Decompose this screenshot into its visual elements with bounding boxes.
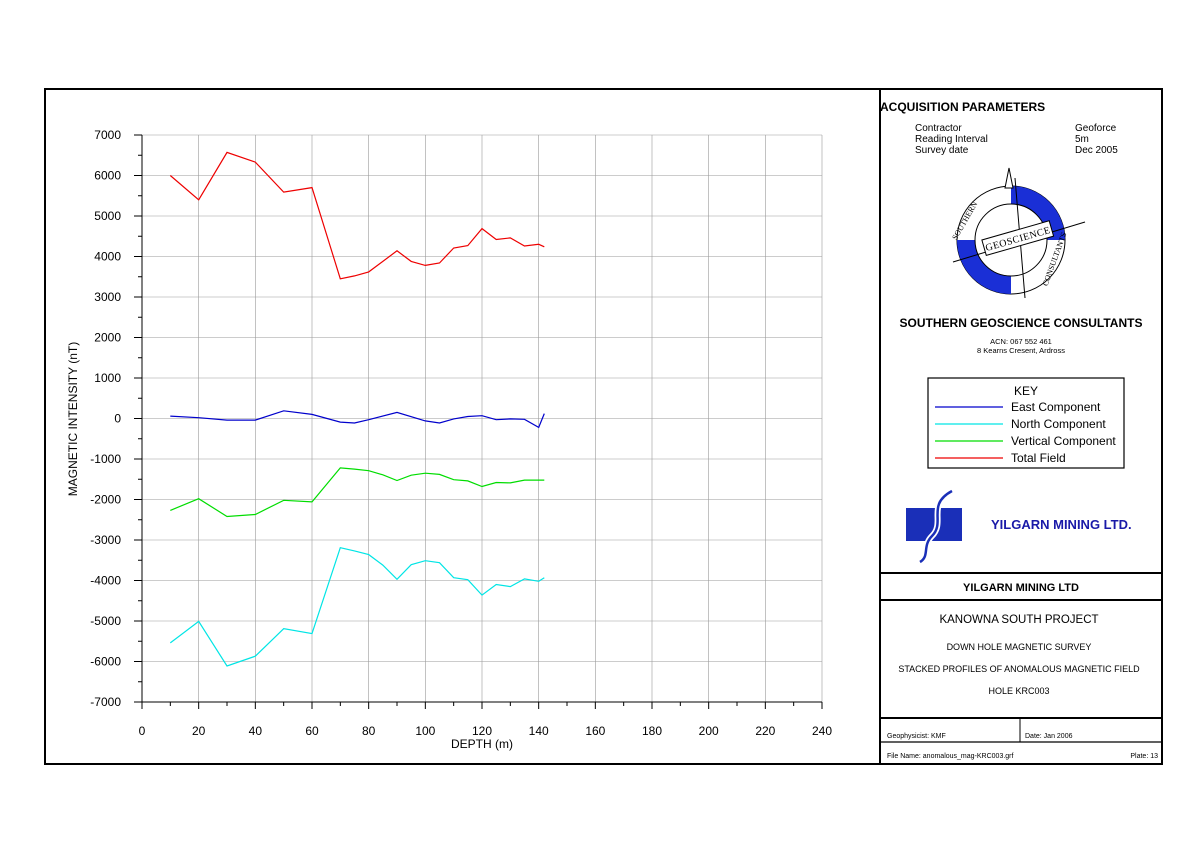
series-line-east-component	[170, 410, 545, 429]
company-name: SOUTHERN GEOSCIENCE CONSULTANTS	[899, 316, 1143, 330]
y-tick-label: 5000	[94, 209, 121, 223]
north-arrow-icon	[1004, 167, 1014, 189]
x-tick-label: 140	[529, 724, 549, 738]
geophysicist: Geophysicist: KMF	[887, 733, 946, 740]
yilgarn-logo	[906, 488, 962, 565]
key-label-east: East Component	[1011, 400, 1101, 414]
series-line-north-component	[169, 546, 545, 667]
x-tick-label: 240	[812, 724, 832, 738]
y-tick-label: 6000	[94, 169, 121, 183]
key-label-vertical: Vertical Component	[1011, 434, 1116, 448]
x-tick-label: 180	[642, 724, 662, 738]
acquisition-title: ACQUISITION PARAMETERS	[880, 100, 1046, 114]
key-label-north: North Component	[1011, 417, 1106, 431]
logo-band	[981, 220, 1055, 257]
x-tick-label: 80	[362, 724, 376, 738]
series-line-vertical-component	[170, 467, 545, 518]
chart-tick-labels: 0 20 40 60 80 100 120 140 160 180 200 220 240 7000 600…	[90, 128, 832, 738]
y-tick-label: 2000	[94, 331, 121, 345]
x-axis-label: DEPTH (m)	[451, 737, 513, 751]
logo-blue-quadrant-sw	[957, 240, 1011, 294]
chart-axes	[134, 134, 823, 709]
series-line-total-field	[169, 151, 545, 280]
sheet-border	[44, 88, 1163, 765]
company-address: 8 Kearns Cresent, Ardross	[977, 346, 1065, 355]
logo-inner-ring	[974, 203, 1048, 277]
y-tick-label: 4000	[94, 250, 121, 264]
chart-grid	[141, 134, 823, 703]
plate-number: Plate: 13	[1130, 753, 1158, 760]
survey-type: DOWN HOLE MAGNETIC SURVEY	[946, 642, 1092, 652]
y-tick-label: 3000	[94, 290, 121, 304]
chart-series	[169, 151, 545, 667]
hole-id: HOLE KRC003	[988, 686, 1050, 696]
y-tick-label: -6000	[90, 655, 121, 669]
key-title: KEY	[1013, 384, 1038, 398]
y-tick-label: 1000	[94, 371, 121, 385]
client-name: YILGARN MINING LTD	[963, 582, 1079, 594]
file-name: File Name: anomalous_mag-KRC003.grf	[887, 753, 1014, 760]
project-name: KANOWNA SOUTH PROJECT	[939, 614, 1099, 626]
y-tick-label: -5000	[90, 614, 121, 628]
y-tick-label: -2000	[90, 493, 121, 507]
acquisition-row-value: Dec 2005	[1075, 145, 1118, 156]
x-tick-label: 160	[585, 724, 605, 738]
company-acn: ACN: 067 552 461	[990, 337, 1052, 346]
x-tick-label: 100	[415, 724, 435, 738]
y-tick-label: -7000	[90, 695, 121, 709]
y-tick-label: -3000	[90, 533, 121, 547]
acquisition-row-label: Reading Interval	[915, 134, 988, 145]
x-tick-label: 120	[472, 724, 492, 738]
y-tick-label: -4000	[90, 574, 121, 588]
logo-blue-quadrant-ne	[1011, 186, 1065, 240]
plate-description: STACKED PROFILES OF ANOMALOUS MAGNETIC F…	[898, 664, 1140, 674]
x-tick-label: 40	[249, 724, 263, 738]
y-tick-label: 0	[114, 412, 121, 426]
acquisition-row-label: Contractor	[915, 123, 962, 134]
x-tick-label: 220	[755, 724, 775, 738]
acquisition-row-value: Geoforce	[1075, 123, 1117, 134]
yilgarn-logo-swoosh	[919, 489, 953, 564]
yilgarn-logo-text: YILGARN MINING LTD.	[991, 517, 1132, 532]
x-tick-label: 60	[305, 724, 319, 738]
y-tick-label: 7000	[94, 128, 121, 142]
acquisition-row-value: 5m	[1075, 134, 1089, 145]
y-tick-label: -1000	[90, 452, 121, 466]
sgc-logo: GEOSCIENCE SOUTHERN CONSULTANTS	[950, 167, 1086, 299]
key-swatches	[935, 406, 1003, 459]
x-tick-label: 0	[139, 724, 146, 738]
acquisition-row-label: Survey date	[915, 145, 969, 156]
x-tick-label: 200	[699, 724, 719, 738]
plate-date: Date: Jan 2006	[1025, 733, 1073, 740]
magnetic-profile-chart: 0 20 40 60 80 100 120 140 160 180 200 220 240 7000 600…	[66, 128, 832, 751]
y-axis-label: MAGNETIC INTENSITY (nT)	[66, 342, 80, 496]
key-box	[927, 377, 1125, 469]
key-label-total: Total Field	[1011, 451, 1066, 465]
x-tick-label: 20	[192, 724, 206, 738]
